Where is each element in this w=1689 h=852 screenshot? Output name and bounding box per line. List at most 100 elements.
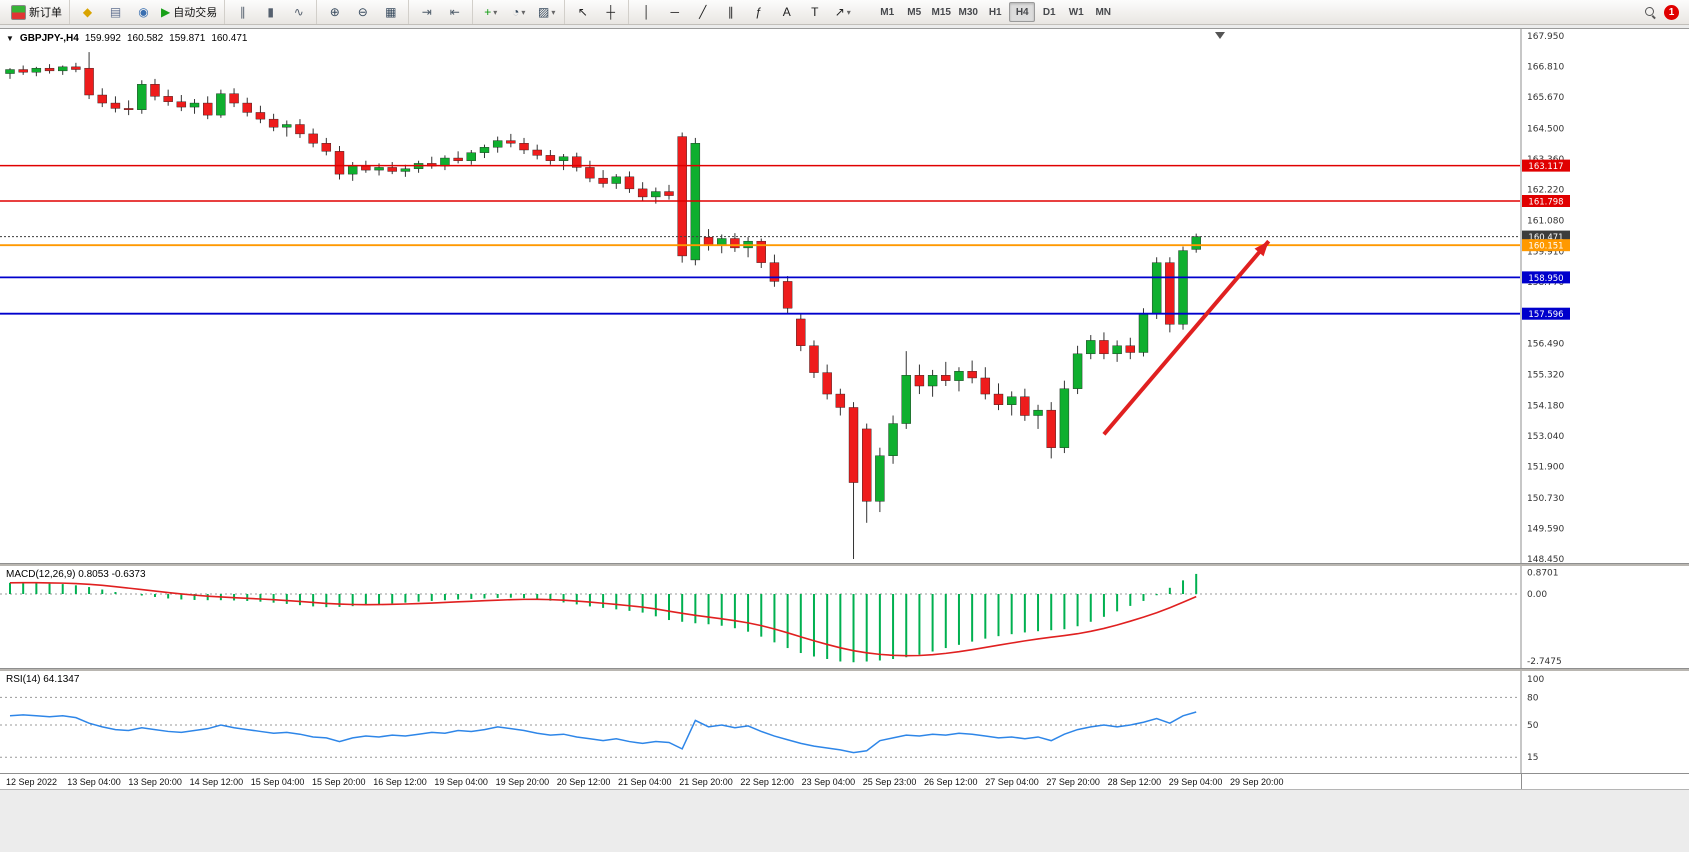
bear-candle (585, 167, 595, 179)
time-tick: 16 Sep 12:00 (373, 777, 427, 787)
bull-candle (927, 375, 938, 387)
sound-button[interactable]: ◉ (130, 2, 157, 22)
bull-candle (216, 93, 226, 116)
crosshair-icon: ┼ (606, 5, 615, 19)
vertical-line-button[interactable]: │ (633, 2, 660, 22)
horizontal-line-button[interactable]: ─ (661, 2, 688, 22)
main-chart-canvas[interactable]: 167.950166.810165.670164.500163.360162.2… (0, 29, 1689, 563)
candles (5, 52, 1201, 559)
toolbar-group: ∥ ▮ ∿ (224, 0, 316, 24)
auto-trading-icon: ▶ (161, 5, 171, 19)
svg-text:157.596: 157.596 (1528, 310, 1563, 320)
svg-text:158.950: 158.950 (1528, 274, 1563, 284)
timeframe-h1[interactable]: H1 (988, 6, 1002, 18)
text-button[interactable]: A (773, 2, 800, 22)
trend-arrow[interactable] (1102, 239, 1271, 436)
bull-candle (466, 152, 476, 161)
search-icon[interactable] (1645, 6, 1656, 18)
time-tick: 27 Sep 20:00 (1046, 777, 1100, 787)
auto-trading-button[interactable]: ▶ 自动交易 (158, 2, 220, 22)
timeframe-d1[interactable]: D1 (1042, 6, 1056, 18)
timeframe-mn[interactable]: MN (1095, 6, 1112, 18)
bar-chart-button[interactable]: ∥ (229, 2, 256, 22)
bear-candle (1046, 409, 1056, 448)
tile-windows-button[interactable]: ▦ (377, 2, 404, 22)
rsi-canvas[interactable]: 100 80 50 15 (0, 671, 1689, 773)
zoom-in-button[interactable]: ⊕ (321, 2, 348, 22)
line-chart-button[interactable]: ∿ (285, 2, 312, 22)
timeframe-m1[interactable]: M1 (880, 6, 895, 18)
candlestick-chart-button[interactable]: ▮ (257, 2, 284, 22)
svg-text:159.910: 159.910 (1527, 248, 1564, 258)
macd-canvas[interactable]: 0.8701 0.00 -2.7475 (0, 566, 1689, 668)
auto-scroll-button[interactable]: ⇥ (413, 2, 440, 22)
trend-arrow-head (1254, 241, 1269, 257)
toolbar-group: ↖ ┼ (564, 0, 628, 24)
symbol-period-label: GBPJPY-,H4 (19, 33, 79, 44)
svg-text:154.180: 154.180 (1527, 401, 1564, 411)
profiles-button[interactable]: ◆ (74, 2, 101, 22)
main-chart-panel: ▼ GBPJPY-,H4 159.992 160.582 159.871 160… (0, 29, 1689, 563)
chart-ohlc-header: ▼ GBPJPY-,H4 159.992 160.582 159.871 160… (6, 33, 247, 44)
equidistant-channel-button[interactable]: ∥ (717, 2, 744, 22)
zoom-out-button[interactable]: ⊖ (349, 2, 376, 22)
arrows-button[interactable]: ↗ ▾ (829, 2, 856, 22)
bear-candle (822, 372, 832, 395)
panel-splitter[interactable] (0, 668, 1689, 671)
periods-button[interactable]: ◔ ▾ (505, 2, 532, 22)
text-label-button[interactable]: T (801, 2, 828, 22)
indicators-button[interactable]: + ▾ (477, 2, 504, 22)
zoom-in-icon: ⊕ (329, 5, 340, 19)
bull-candle (1138, 313, 1149, 353)
chevron-down-icon: ▾ (493, 7, 498, 17)
trendline-button[interactable]: ╱ (689, 2, 716, 22)
fibonacci-button[interactable]: ƒ (745, 2, 772, 22)
time-tick: 20 Sep 12:00 (556, 777, 611, 787)
candlestick-chart-icon: ▮ (267, 5, 275, 19)
time-axis[interactable]: 12 Sep 2022 13 Sep 04:00 13 Sep 20:00 14 Se… (0, 773, 1689, 792)
cursor-icon: ↖ (577, 5, 588, 19)
vertical-line-icon: │ (642, 5, 651, 19)
chart-shift-icon: ⇤ (449, 5, 460, 19)
time-tick: 29 Sep 20:00 (1230, 777, 1284, 787)
timeframe-m30[interactable]: M30 (958, 6, 978, 18)
svg-text:163.117: 163.117 (1528, 162, 1563, 172)
svg-text:80: 80 (1527, 693, 1539, 703)
bull-candle (651, 191, 661, 198)
panel-splitter[interactable] (0, 563, 1689, 566)
bull-candle (954, 371, 964, 381)
templates-button[interactable]: ▨ ▾ (533, 2, 560, 22)
bear-candle (862, 428, 872, 502)
timeframe-m15[interactable]: M15 (931, 6, 951, 18)
bull-candle (58, 66, 68, 72)
timeframe-m5[interactable]: M5 (907, 6, 922, 18)
bull-candle (31, 67, 42, 73)
svg-text:166.810: 166.810 (1527, 63, 1564, 73)
crosshair-button[interactable]: ┼ (597, 2, 624, 22)
print-icon: ▤ (109, 5, 122, 19)
bull-candle (901, 375, 911, 424)
bear-candle (796, 318, 806, 346)
bar-chart-icon: ∥ (239, 5, 246, 19)
chart-shift-button[interactable]: ⇤ (441, 2, 468, 22)
bear-candle (71, 66, 81, 70)
bear-candle (637, 188, 648, 198)
time-tick: 23 Sep 04:00 (801, 777, 856, 787)
new-order-button[interactable]: 新订单 (8, 2, 65, 22)
symbol-dropdown-icon[interactable]: ▼ (6, 34, 14, 43)
sound-icon: ◉ (138, 5, 149, 19)
timeframe-w1[interactable]: W1 (1068, 6, 1084, 18)
time-tick: 21 Sep 04:00 (618, 777, 672, 787)
price-tag (1522, 239, 1570, 252)
price-tag (1522, 307, 1570, 320)
cursor-button[interactable]: ↖ (569, 2, 596, 22)
toolbar-group: │ ─ ╱ ∥ ƒ A T ↗ ▾ (628, 0, 860, 24)
timeframe-h4[interactable]: H4 (1009, 2, 1036, 22)
time-tick: 12 Sep 2022 (6, 777, 58, 787)
svg-text:148.450: 148.450 (1527, 555, 1564, 563)
periods-icon: ◔ (512, 5, 520, 19)
notification-badge[interactable]: 1 (1664, 4, 1679, 20)
print-button[interactable]: ▤ (102, 2, 129, 22)
macd-label: MACD(12,26,9) 0.8053 -0.6373 (6, 569, 146, 580)
chart-shift-marker[interactable] (1215, 32, 1225, 39)
